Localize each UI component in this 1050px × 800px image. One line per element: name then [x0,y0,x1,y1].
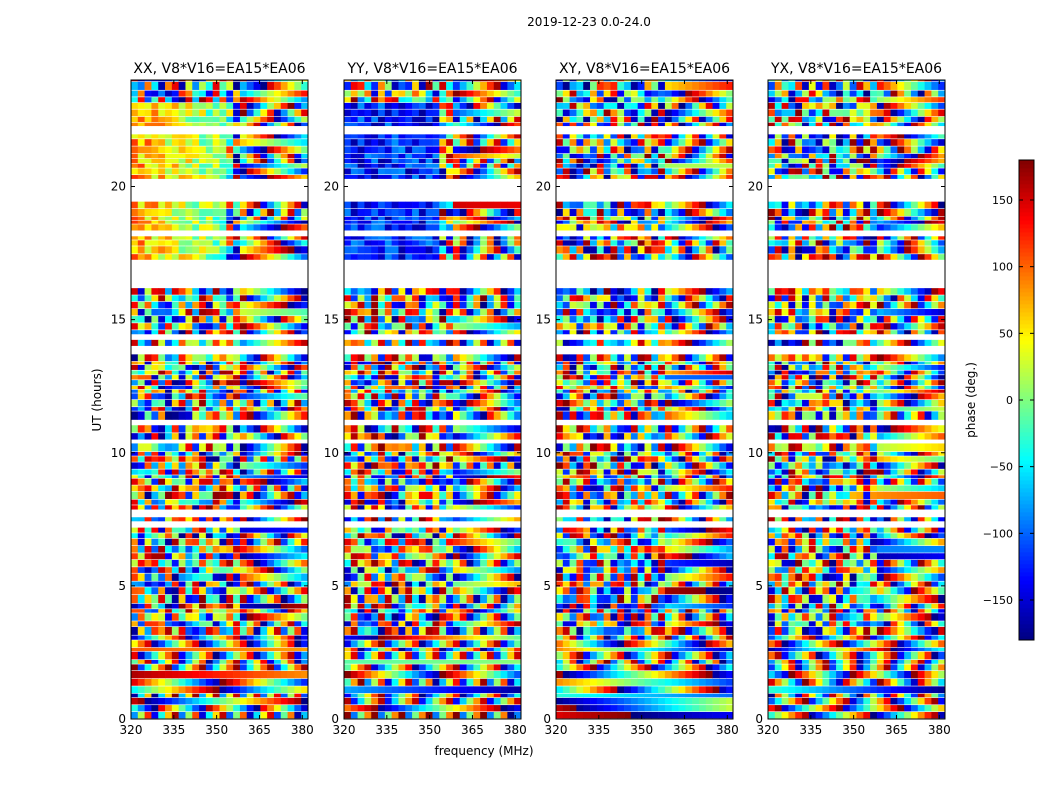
x-tick-label: 365 [673,723,696,737]
x-tick-label: 320 [120,723,143,737]
colorbar-tick-label: 50 [999,327,1013,340]
phase-image [131,80,309,719]
x-tick-label: 335 [375,723,398,737]
colorbar-tick-label: 0 [1006,394,1013,407]
y-tick-label: 0 [331,712,339,726]
panel-title: XX, V8*V16=EA15*EA06 [133,61,305,77]
panel-xx: XX, V8*V16=EA15*EA06 320 335 350 365 380 0 5 10 1… [111,61,314,737]
phase-image [556,80,734,719]
x-tick-label: 350 [205,723,228,737]
panel-frame [767,79,946,720]
panel-yx: YX, V8*V16=EA15*EA06 320 335 350 365 380 0 5 10 1… [748,61,951,737]
y-tick-label: 0 [755,712,763,726]
phase-image [768,80,946,719]
x-tick-label: 380 [716,723,739,737]
y-tick-label: 10 [111,446,126,460]
y-tick-label: 20 [536,180,551,194]
y-tick-label: 5 [755,579,763,593]
x-tick-label: 335 [587,723,610,737]
x-tick-label: 320 [757,723,780,737]
x-tick-label: 335 [799,723,822,737]
colorbar-tick-label: −150 [983,594,1013,607]
x-axis-label: frequency (MHz) [434,744,533,758]
panel-title: YY, V8*V16=EA15*EA06 [346,61,517,77]
panel-xy: XY, V8*V16=EA15*EA06 320 335 350 365 380 0 5 10 1… [536,61,739,737]
y-tick-label: 5 [331,579,339,593]
colorbar: −150 −100 −50 0 50 100 150 [983,159,1035,641]
y-tick-label: 5 [118,579,126,593]
colorbar-tick-label: 100 [992,261,1013,274]
y-tick-label: 5 [543,579,551,593]
y-tick-label: 10 [748,446,763,460]
y-tick-label: 15 [536,313,551,327]
y-tick-label: 0 [543,712,551,726]
panel-title: YX, V8*V16=EA15*EA06 [770,61,942,77]
y-tick-label: 15 [748,313,763,327]
panels: XX, V8*V16=EA15*EA06 320 335 350 365 380 0 5 10 1… [111,61,951,737]
y-tick-label: 10 [536,446,551,460]
chart-title: 2019-12-23 0.0-24.0 [527,15,651,29]
colorbar-label: phase (deg.) [964,362,978,438]
x-tick-label: 320 [545,723,568,737]
y-tick-label: 0 [118,712,126,726]
x-tick-label: 380 [291,723,314,737]
colorbar-tick-label: −50 [990,461,1013,474]
x-tick-label: 365 [461,723,484,737]
y-tick-label: 20 [111,180,126,194]
x-tick-label: 350 [842,723,865,737]
x-tick-label: 350 [630,723,653,737]
panel-frame [130,79,309,720]
colorbar-tick-label: −100 [983,527,1013,540]
y-tick-label: 10 [324,446,339,460]
y-tick-label: 15 [324,313,339,327]
panel-yy: YY, V8*V16=EA15*EA06 320 335 350 365 380 0 5 10 1… [324,61,527,737]
x-tick-label: 380 [928,723,951,737]
panel-title: XY, V8*V16=EA15*EA06 [559,61,730,77]
x-tick-label: 350 [418,723,441,737]
panel-frame [555,79,734,720]
phase-image [344,80,522,719]
y-tick-label: 15 [111,313,126,327]
x-tick-label: 335 [162,723,185,737]
colorbar-tick-label: 150 [992,194,1013,207]
panel-frame [343,79,522,720]
y-tick-label: 20 [748,180,763,194]
y-axis-label: UT (hours) [90,368,104,431]
x-tick-label: 365 [248,723,271,737]
x-tick-label: 320 [333,723,356,737]
x-tick-label: 365 [885,723,908,737]
x-tick-label: 380 [504,723,527,737]
y-tick-label: 20 [324,180,339,194]
